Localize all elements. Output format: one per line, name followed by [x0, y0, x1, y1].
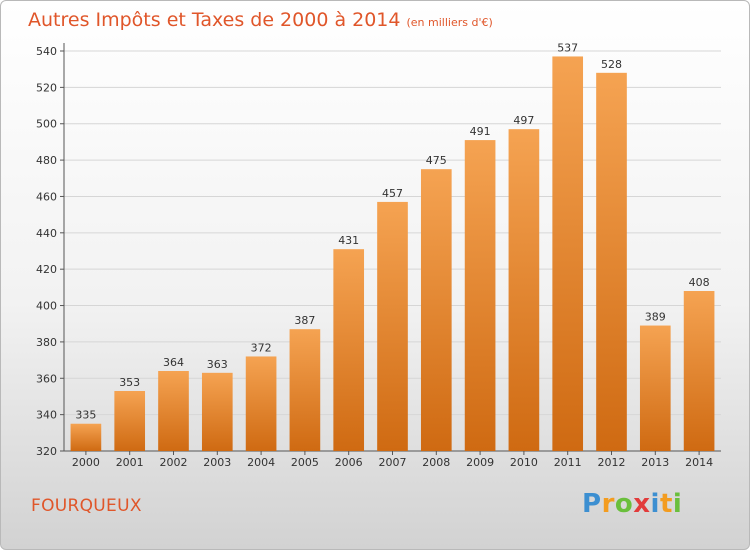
x-tick-label-2000: 2000 — [72, 456, 100, 469]
axes: 320 340 360 380 400 420 440 460 480 500 520 540 2000… — [36, 43, 721, 469]
y-tick-label: 440 — [36, 227, 57, 240]
y-tick-label: 340 — [36, 409, 57, 422]
logo-letter: t — [659, 489, 673, 519]
bar-2000 — [70, 423, 102, 451]
value-label-2012: 528 — [601, 58, 622, 71]
x-tick-label-2012: 2012 — [598, 456, 626, 469]
bar-2004 — [245, 356, 277, 451]
x-tick-label-2013: 2013 — [641, 456, 669, 469]
logo-letter: r — [601, 489, 615, 519]
value-label-2009: 491 — [470, 125, 491, 138]
value-label-2011: 537 — [557, 41, 578, 54]
value-label-2013: 389 — [645, 311, 666, 324]
value-label-2000: 335 — [75, 409, 96, 422]
bar-2009 — [464, 140, 496, 451]
y-tick-label: 420 — [36, 263, 57, 276]
bar-2003 — [201, 372, 233, 451]
x-tick-label-2009: 2009 — [466, 456, 494, 469]
value-label-2006: 431 — [338, 234, 359, 247]
x-tick-label-2010: 2010 — [510, 456, 538, 469]
bar-2007 — [377, 201, 408, 451]
y-tick-label: 500 — [36, 118, 57, 131]
x-tick-label-2007: 2007 — [379, 456, 407, 469]
x-tick-label-2002: 2002 — [160, 456, 188, 469]
chart-title: Autres Impôts et Taxes de 2000 à 2014 (en… — [28, 9, 493, 31]
bar-2008 — [420, 169, 452, 451]
y-tick-label: 380 — [36, 336, 57, 349]
x-tick-label-2006: 2006 — [335, 456, 363, 469]
x-tick-label-2003: 2003 — [203, 456, 231, 469]
value-label-2008: 475 — [426, 154, 447, 167]
x-tick-label-2004: 2004 — [247, 456, 275, 469]
bar-2012 — [596, 72, 627, 452]
chart-unit: (en milliers d'€) — [406, 16, 493, 29]
y-tick-label: 520 — [36, 81, 57, 94]
value-label-2003: 363 — [207, 358, 228, 371]
value-label-2005: 387 — [294, 314, 315, 327]
x-tick-label-2011: 2011 — [554, 456, 582, 469]
x-tick-label-2001: 2001 — [116, 456, 144, 469]
x-tick-label-2005: 2005 — [291, 456, 319, 469]
y-tick-label: 460 — [36, 190, 57, 203]
y-tick-label: 540 — [36, 45, 57, 58]
value-label-2004: 372 — [251, 341, 272, 354]
y-tick-label: 400 — [36, 300, 57, 313]
bar-2002 — [158, 371, 189, 451]
y-tick-label: 360 — [36, 372, 57, 385]
value-label-2014: 408 — [689, 276, 710, 289]
x-tick-label-2014: 2014 — [685, 456, 713, 469]
value-label-2001: 353 — [119, 376, 140, 389]
proxiti-logo: Proxiti — [582, 489, 682, 519]
logo-letter: o — [614, 489, 634, 519]
value-label-2002: 364 — [163, 356, 184, 369]
bar-2006 — [333, 249, 365, 451]
y-tick-label: 480 — [36, 154, 57, 167]
chart-title-text: Autres Impôts et Taxes de 2000 à 2014 — [28, 9, 401, 31]
bar-2001 — [114, 391, 146, 451]
bar-2013 — [639, 325, 671, 451]
x-tick-label-2008: 2008 — [422, 456, 450, 469]
bar-2011 — [552, 56, 584, 452]
logo-letter: x — [633, 489, 651, 519]
bar-2005 — [289, 329, 321, 451]
value-label-2007: 457 — [382, 187, 403, 200]
bars: 335 353 364 363 372 387 431 457 475 491 497 537 528 3… — [70, 41, 715, 452]
town-name: FOURQUEUX — [31, 496, 142, 516]
logo-letter: P — [582, 489, 602, 519]
bar-2014 — [683, 291, 715, 451]
value-label-2010: 497 — [513, 114, 534, 127]
bar-2010 — [508, 129, 540, 451]
logo-letter: i — [672, 489, 683, 519]
logo-letter: i — [650, 489, 660, 519]
y-tick-label: 320 — [36, 445, 57, 458]
